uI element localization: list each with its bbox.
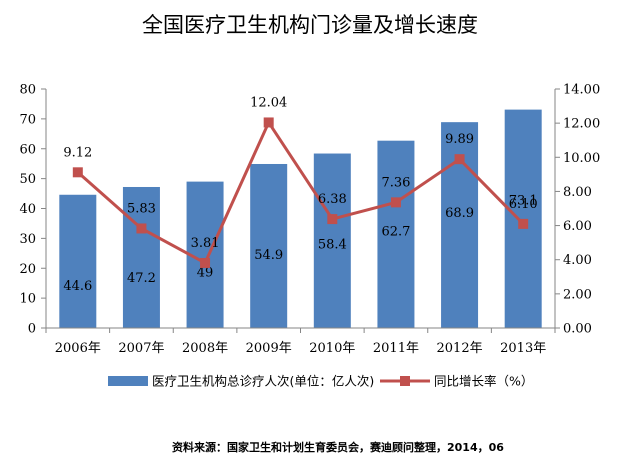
bar-4 (313, 153, 351, 328)
bar-7 (504, 109, 542, 329)
x-tick-label: 2010年 (309, 341, 355, 356)
y-right-tick-label: 0.00 (563, 322, 592, 337)
growth-rate-line (76, 119, 525, 266)
y-right-tick-label: 4.00 (563, 253, 592, 268)
bar-data-label-5: 62.7 (381, 225, 410, 240)
y-left-tick-label: 80 (19, 83, 36, 98)
bar-data-label-7: 73.1 (509, 194, 538, 209)
legend-bar-swatch (108, 376, 148, 386)
y-right-tick-label: 8.00 (563, 185, 592, 200)
y-left-tick-label: 70 (19, 112, 36, 127)
y-left-tick-label: 40 (19, 202, 36, 217)
bar-data-label-4: 58.4 (318, 238, 347, 253)
line-data-label-1: 5.83 (127, 201, 156, 216)
y-right-tick-label: 14.00 (563, 83, 600, 98)
growth-marker-7 (518, 218, 529, 229)
y-left-tick-label: 20 (19, 262, 36, 277)
legend-line-label: 同比增长率（%） (434, 374, 533, 389)
bar-3 (250, 163, 288, 328)
growth-marker-5 (390, 197, 401, 208)
bar-5 (377, 140, 415, 328)
y-left-tick-label: 50 (19, 172, 36, 187)
bar-data-label-3: 54.9 (254, 248, 283, 263)
y-left-tick-label: 10 (19, 292, 36, 307)
bar-data-label-2: 49 (197, 266, 214, 281)
growth-marker-4 (327, 214, 338, 225)
x-tick-label: 2011年 (373, 341, 419, 356)
growth-marker-6 (454, 154, 465, 165)
line-data-label-7: 6.10 (509, 197, 538, 212)
bar-data-label-6: 68.9 (445, 206, 474, 221)
source-note: 资料来源：国家卫生和计划生育委员会，赛迪顾问整理，2014，06 (172, 440, 504, 454)
legend-bar-label: 医疗卫生机构总诊疗人次(单位：亿人次) (152, 374, 374, 389)
x-tick-label: 2012年 (437, 341, 483, 356)
bar-data-label-0: 44.6 (63, 279, 92, 294)
bar-1 (122, 186, 160, 328)
chart-title: 全国医疗卫生机构门诊量及增长速度 (142, 13, 478, 37)
line-data-label-4: 6.38 (318, 192, 347, 207)
y-right-tick-label: 2.00 (563, 287, 592, 302)
growth-marker-1 (136, 223, 147, 234)
bar-0 (59, 194, 97, 328)
line-data-label-6: 9.89 (445, 132, 474, 147)
y-left-tick-label: 0 (28, 322, 36, 337)
y-left-tick-label: 60 (19, 142, 36, 157)
x-tick-label: 2013年 (500, 341, 546, 356)
y-right-tick-label: 10.00 (563, 151, 600, 166)
y-right-tick-label: 12.00 (563, 117, 600, 132)
bar-6 (441, 122, 479, 328)
x-tick-label: 2007年 (118, 341, 164, 356)
y-right-tick-label: 6.00 (563, 219, 592, 234)
line-data-label-3: 12.04 (250, 95, 287, 110)
line-data-label-2: 3.81 (191, 236, 220, 251)
growth-marker-0 (72, 167, 83, 178)
growth-marker-3 (263, 117, 274, 128)
line-data-label-0: 9.12 (63, 145, 92, 160)
line-data-label-5: 7.36 (381, 175, 410, 190)
x-tick-label: 2008年 (182, 341, 228, 356)
bar-data-label-1: 47.2 (127, 271, 156, 286)
legend-line-marker (400, 376, 410, 386)
x-tick-label: 2009年 (246, 341, 292, 356)
y-left-tick-label: 30 (19, 232, 36, 247)
growth-marker-2 (200, 257, 211, 268)
x-tick-label: 2006年 (55, 341, 101, 356)
